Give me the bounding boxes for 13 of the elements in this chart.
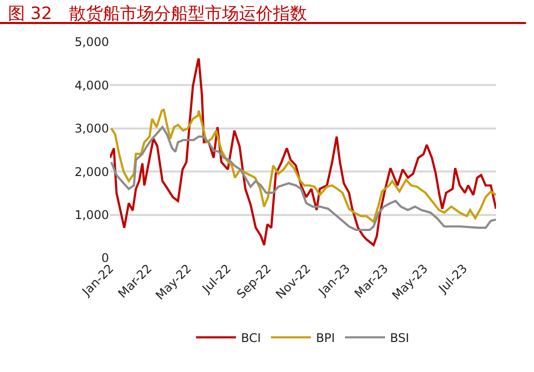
legend-label: BPI [316, 330, 335, 345]
y-tick-label: 3,000 [74, 122, 109, 136]
chart-title: 图 32 散货船市场分船型市场运价指数 [0, 0, 526, 24]
y-tick-label: 5,000 [74, 35, 109, 50]
y-tick-label: 1,000 [74, 208, 109, 222]
line-series [110, 57, 496, 246]
y-tick-label: 0 [101, 251, 109, 266]
line-series [110, 108, 496, 223]
legend-label: BSI [390, 330, 410, 345]
y-tick-label: 2,000 [74, 164, 109, 179]
legend-label: BCI [241, 330, 261, 345]
line-series [110, 126, 496, 232]
y-tick-label: 4,000 [74, 78, 109, 92]
